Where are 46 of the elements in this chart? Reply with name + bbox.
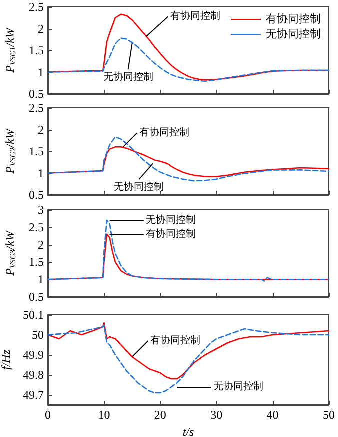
y-axis-title: PVSG1/kW <box>3 27 18 74</box>
annotation: 有协同控制 <box>139 126 190 139</box>
y-tick-label: 0.5 <box>29 87 44 101</box>
y-tick-label: 2 <box>38 22 44 36</box>
line-series <box>47 38 330 82</box>
y-tick-label: 2 <box>38 238 44 252</box>
annotation: 有协同控制 <box>170 10 220 22</box>
x-tick-label: 40 <box>266 408 279 422</box>
y-tick-label: 1 <box>38 65 44 80</box>
annotation: 无协同控制 <box>114 181 164 194</box>
y-tick-label: 3 <box>38 203 44 217</box>
legend-label: 有协同控制 <box>266 12 321 26</box>
line-series <box>47 324 330 394</box>
annotation: 无协同控制 <box>213 380 264 392</box>
y-tick-label: 50.1 <box>23 308 44 322</box>
y-tick-label: 0.5 <box>29 188 44 202</box>
y-tick-label: 49.8 <box>23 368 44 382</box>
y-tick-label: 1.5 <box>29 255 44 270</box>
y-tick-label: 1 <box>38 166 44 180</box>
line-series <box>47 136 330 182</box>
y-axis-title: PVSG3/kW <box>3 230 18 277</box>
x-tick-label: 30 <box>210 408 223 422</box>
legend-label: 无协同控制 <box>266 28 321 40</box>
annotation: 无协同控制 <box>103 71 154 84</box>
annotation: 无协同控制 <box>146 214 196 226</box>
y-tick-label: 2 <box>38 122 44 137</box>
y-tick-label: 2.5 <box>29 220 44 234</box>
x-tick-label: 10 <box>98 408 110 422</box>
line-series <box>47 322 330 380</box>
y-tick-label: 50 <box>32 328 44 342</box>
y-axis-title: PVSG2/kW <box>3 128 18 175</box>
y-tick-label: 2.5 <box>29 0 44 14</box>
y-tick-label: 2.5 <box>29 101 44 115</box>
y-axis-title: f/Hz <box>0 350 14 370</box>
annotation: 有协同控制 <box>150 334 200 346</box>
y-tick-label: 49.7 <box>23 388 44 402</box>
y-tick-label: 0.5 <box>29 290 44 304</box>
x-tick-label: 20 <box>154 408 166 422</box>
y-tick-label: 49.9 <box>23 348 44 362</box>
x-tick-label: 0 <box>45 408 51 422</box>
x-tick-label: 50 <box>323 408 335 422</box>
y-tick-label: 1 <box>38 272 44 287</box>
x-axis-title: t/s <box>182 424 194 437</box>
y-tick-label: 1.5 <box>29 44 44 58</box>
y-tick-label: 1.5 <box>29 144 44 158</box>
annotation: 有协同控制 <box>146 228 196 240</box>
